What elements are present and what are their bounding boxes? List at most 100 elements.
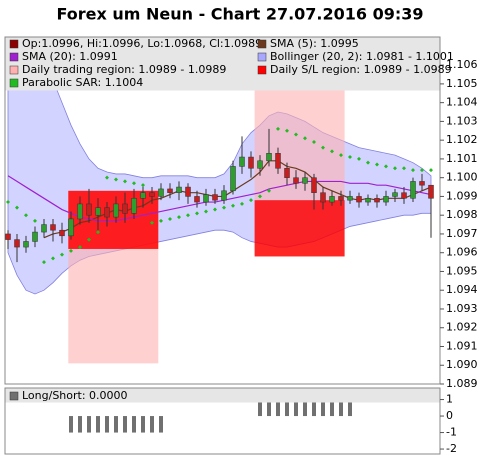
legend-label: Parabolic SAR: 1.1004: [22, 76, 143, 89]
sar-point: [123, 179, 127, 184]
bar: [105, 416, 109, 433]
candle-body: [113, 203, 119, 218]
legend-marker: [9, 52, 19, 62]
bar: [276, 399, 280, 417]
sar-point: [51, 256, 55, 261]
sar-point: [375, 162, 379, 167]
candle-body: [401, 192, 407, 199]
y-tick-label: 1.098: [446, 208, 478, 221]
sar-point: [411, 168, 415, 173]
y-tick-label: 1.094: [446, 283, 478, 296]
candle-body: [383, 196, 389, 203]
candle-body: [212, 194, 218, 201]
sar-point: [285, 128, 289, 133]
bar: [285, 399, 289, 417]
bar: [87, 416, 91, 433]
sar-point: [393, 166, 397, 171]
sar-point: [303, 136, 307, 141]
chart-title: Forex um Neun - Chart 27.07.2016 09:39: [56, 5, 423, 24]
sar-point: [195, 211, 199, 216]
y-tick-label: 1.096: [446, 246, 478, 259]
y-tick-label: -2: [446, 442, 457, 455]
legend-marker: [9, 391, 19, 401]
sar-point: [24, 213, 28, 218]
candle-body: [275, 153, 281, 169]
region: [68, 190, 159, 249]
candle-body: [329, 196, 335, 203]
candle-body: [23, 241, 29, 248]
candle-body: [104, 207, 110, 218]
sar-point: [87, 237, 91, 242]
legend-marker: [9, 39, 19, 49]
legend-label: Bollinger (20, 2): 1.0981 - 1.1001: [270, 50, 454, 63]
candle-body: [32, 231, 38, 242]
candle-body: [347, 196, 353, 201]
candle-body: [410, 181, 416, 199]
sar-point: [276, 126, 280, 131]
bar: [69, 416, 73, 433]
y-tick-label: 1.099: [446, 189, 478, 202]
sar-point: [339, 153, 343, 158]
bar: [330, 399, 334, 417]
candle-body: [5, 233, 11, 240]
sar-point: [213, 207, 217, 212]
sar-point: [6, 200, 10, 205]
candle-body: [311, 177, 317, 193]
bar: [123, 416, 127, 433]
sar-point: [177, 215, 181, 220]
sar-point: [330, 149, 334, 154]
bar: [150, 416, 154, 433]
legend-label: Op:1.0996, Hi:1.0996, Lo:1.0968, Cl:1.09…: [22, 37, 262, 50]
sar-point: [294, 132, 298, 137]
candle-body: [14, 239, 20, 248]
sar-point: [78, 245, 82, 250]
candle-body: [50, 224, 56, 231]
candle-body: [140, 192, 146, 199]
bar: [339, 399, 343, 417]
bar: [114, 416, 118, 433]
candle-body: [302, 177, 308, 184]
sar-point: [96, 230, 100, 235]
y-tick-label: 1.089: [446, 377, 478, 390]
legend-marker: [257, 52, 267, 62]
sar-point: [312, 140, 316, 145]
candle-body: [86, 203, 92, 216]
bar: [141, 416, 145, 433]
sar-point: [384, 164, 388, 169]
sar-point: [321, 145, 325, 150]
sar-point: [420, 168, 424, 173]
legend-label: SMA (5): 1.0995: [270, 37, 359, 50]
bar: [132, 416, 136, 433]
candle-body: [266, 153, 272, 162]
bar: [321, 399, 325, 417]
candle-body: [194, 196, 200, 203]
sar-point: [105, 175, 109, 180]
bar: [96, 416, 100, 433]
sar-point: [258, 194, 262, 199]
candle-body: [122, 203, 128, 214]
sar-point: [249, 198, 253, 203]
y-tick-label: -1: [446, 426, 457, 439]
y-tick-label: 1.105: [446, 77, 478, 90]
sar-point: [60, 252, 64, 257]
sar-point: [114, 177, 118, 182]
sar-point: [168, 216, 172, 221]
sar-point: [159, 218, 163, 223]
y-tick-label: 0: [446, 409, 453, 422]
candle-body: [185, 186, 191, 197]
y-tick-label: 1.090: [446, 358, 478, 371]
sar-point: [267, 188, 271, 193]
candle-body: [428, 184, 434, 199]
candle-body: [95, 207, 101, 216]
legend-box: [5, 37, 440, 91]
sar-point: [366, 160, 370, 165]
sar-point: [429, 168, 433, 173]
candle-body: [158, 188, 164, 197]
legend-marker: [9, 65, 19, 75]
sar-point: [204, 209, 208, 214]
candle-body: [365, 198, 371, 203]
sar-point: [186, 213, 190, 218]
sar-point: [141, 183, 145, 188]
candle-body: [41, 224, 47, 233]
legend-box: [5, 388, 440, 403]
